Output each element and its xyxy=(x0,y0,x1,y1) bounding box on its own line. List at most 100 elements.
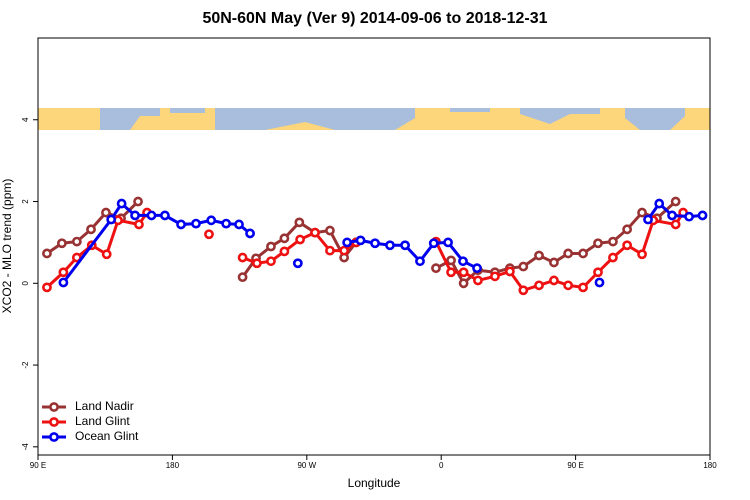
data-point xyxy=(237,252,248,263)
data-point xyxy=(608,236,618,247)
data-point xyxy=(654,198,665,209)
data-point xyxy=(339,245,350,256)
data-point xyxy=(549,275,559,286)
data-point xyxy=(176,219,186,230)
legend-marker xyxy=(49,402,59,412)
data-point xyxy=(130,210,140,221)
data-point xyxy=(160,210,170,221)
y-axis-label: XCO2 - MLO trend (ppm) xyxy=(0,179,14,314)
data-point xyxy=(446,255,456,266)
data-point xyxy=(563,280,574,291)
data-point xyxy=(608,252,618,263)
y-tick-label: 2 xyxy=(21,199,30,204)
data-point xyxy=(643,214,653,225)
data-point xyxy=(534,280,544,291)
data-point xyxy=(670,196,681,207)
data-point xyxy=(355,235,366,246)
data-point xyxy=(325,245,335,256)
data-point xyxy=(295,234,305,245)
data-point xyxy=(134,219,144,230)
data-point xyxy=(206,215,217,226)
data-point xyxy=(578,248,588,259)
data-point xyxy=(292,258,303,269)
data-point xyxy=(133,196,143,207)
data-point xyxy=(458,267,469,278)
data-point xyxy=(101,249,112,260)
data-point xyxy=(294,217,305,228)
data-point xyxy=(204,229,214,240)
data-point xyxy=(58,267,69,278)
data-point xyxy=(266,241,276,252)
legend-label: Ocean Glint xyxy=(75,429,139,443)
legend-marker xyxy=(49,432,59,442)
data-point xyxy=(431,263,441,274)
data-point xyxy=(58,277,69,288)
data-point xyxy=(578,282,588,293)
data-point xyxy=(563,248,574,259)
data-point xyxy=(279,246,290,257)
x-tick-label: 90 W xyxy=(297,461,316,470)
x-tick-label: 0 xyxy=(439,461,444,470)
data-point xyxy=(518,261,529,272)
data-point xyxy=(637,249,647,260)
data-point xyxy=(622,240,633,251)
data-point xyxy=(534,250,544,261)
x-tick-label: 90 E xyxy=(567,461,583,470)
data-point xyxy=(400,240,410,251)
data-point xyxy=(191,218,201,229)
data-point xyxy=(86,224,96,235)
x-tick-label: 180 xyxy=(166,461,180,470)
data-point xyxy=(42,248,52,259)
data-point xyxy=(446,267,456,278)
data-point xyxy=(473,275,483,286)
data-point xyxy=(234,219,244,230)
data-point xyxy=(237,272,248,283)
data-point xyxy=(279,233,290,244)
data-point xyxy=(71,236,82,247)
x-tick-label: 180 xyxy=(703,461,717,470)
data-point xyxy=(71,252,82,263)
y-tick-label: -4 xyxy=(21,443,30,451)
plot-frame xyxy=(37,37,711,456)
data-point xyxy=(342,237,353,248)
data-point xyxy=(458,256,468,267)
data-point xyxy=(594,277,605,288)
legend-marker xyxy=(49,417,59,427)
data-point xyxy=(670,219,681,230)
data-point xyxy=(697,210,708,221)
data-point xyxy=(504,266,515,277)
data-point xyxy=(549,257,559,268)
data-point xyxy=(415,256,425,267)
data-point xyxy=(56,238,67,249)
data-point xyxy=(116,198,127,209)
chart-title: 50N-60N May (Ver 9) 2014-09-06 to 2018-1… xyxy=(202,10,547,27)
data-point xyxy=(667,210,677,221)
data-point xyxy=(428,238,439,249)
y-tick-label: 4 xyxy=(21,117,30,122)
data-point xyxy=(310,227,320,238)
data-point xyxy=(42,282,52,293)
data-point xyxy=(266,256,276,267)
y-tick-label: -2 xyxy=(21,361,30,369)
data-point xyxy=(370,238,380,249)
data-point xyxy=(637,207,647,218)
data-point xyxy=(325,225,335,236)
data-point xyxy=(443,237,453,248)
data-point xyxy=(252,258,262,269)
data-point xyxy=(472,263,482,274)
y-tick-label: 0 xyxy=(21,281,30,286)
data-point xyxy=(101,207,111,218)
data-point xyxy=(458,278,469,289)
legend-label: Land Glint xyxy=(75,414,130,428)
data-point xyxy=(146,210,157,221)
legend-label: Land Nadir xyxy=(75,399,134,413)
data-point xyxy=(622,224,633,235)
data-point xyxy=(245,228,255,239)
data-point xyxy=(106,214,117,225)
x-axis-label: Longitude xyxy=(348,476,401,490)
data-point xyxy=(385,240,395,251)
data-point xyxy=(490,271,500,282)
data-point xyxy=(684,211,694,222)
